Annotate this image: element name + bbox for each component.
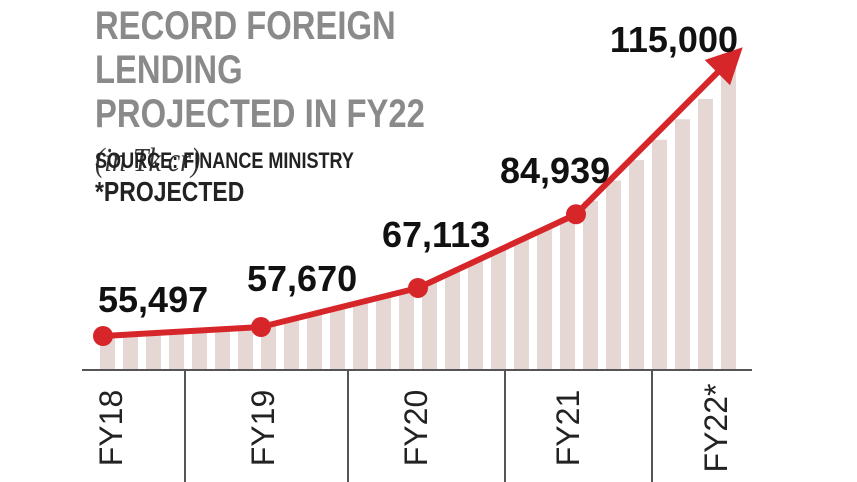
background-stripe bbox=[123, 334, 138, 370]
background-stripe bbox=[491, 250, 506, 370]
series-line-group bbox=[93, 47, 743, 346]
source-note: SOURCE: FINANCE MINISTRY bbox=[95, 148, 354, 173]
background-stripe bbox=[445, 271, 460, 370]
background-stripe bbox=[192, 330, 207, 370]
background-stripe bbox=[146, 333, 161, 370]
background-stripe bbox=[215, 329, 230, 370]
background-stripe bbox=[376, 296, 391, 370]
background-stripe bbox=[307, 313, 322, 370]
background-stripe bbox=[238, 327, 253, 370]
background-stripe bbox=[353, 302, 368, 370]
data-label: 55,497 bbox=[98, 279, 208, 320]
data-point bbox=[251, 317, 271, 338]
chart-title-main: RECORD FOREIGN LENDING PROJECTED IN FY22 bbox=[95, 4, 425, 136]
x-tick-label: FY18 bbox=[93, 390, 129, 466]
x-tick-label: FY19 bbox=[245, 390, 281, 466]
background-stripe bbox=[514, 239, 529, 370]
x-axis: FY18 FY19 FY20 FY21 FY22* bbox=[82, 369, 752, 482]
background-stripe bbox=[422, 282, 437, 370]
x-tick-label: FY20 bbox=[398, 390, 434, 466]
background-stripe bbox=[675, 119, 690, 370]
background-stripe bbox=[330, 307, 345, 370]
background-stripe bbox=[721, 55, 736, 370]
series-arrow bbox=[573, 47, 743, 217]
background-stripe bbox=[698, 98, 713, 371]
background-stripe bbox=[169, 331, 184, 370]
background-stripes bbox=[100, 55, 736, 371]
background-stripe bbox=[606, 180, 621, 370]
background-stripe bbox=[284, 319, 299, 370]
chart-title-unit: (in Tk cr) bbox=[95, 142, 201, 179]
data-label: 67,113 bbox=[382, 214, 490, 255]
data-point bbox=[566, 204, 586, 225]
background-stripe bbox=[560, 218, 575, 370]
x-tick-label: FY22* bbox=[698, 384, 734, 473]
right-margin bbox=[752, 0, 857, 482]
series-line bbox=[102, 211, 578, 339]
background-stripe bbox=[537, 228, 552, 370]
data-label: 57,670 bbox=[247, 258, 357, 299]
background-stripe bbox=[652, 139, 667, 370]
background-stripe bbox=[399, 290, 414, 370]
left-margin bbox=[0, 0, 82, 482]
projected-note: *PROJECTED bbox=[95, 176, 245, 207]
data-point bbox=[93, 326, 113, 346]
x-tick-label: FY21 bbox=[550, 390, 586, 466]
background-stripe bbox=[468, 260, 483, 370]
data-point bbox=[408, 277, 428, 298]
chart-title: RECORD FOREIGN LENDING PROJECTED IN FY22… bbox=[95, 4, 439, 183]
data-label: 84,939 bbox=[500, 150, 610, 191]
data-label: 115,000 bbox=[610, 19, 738, 60]
background-stripe bbox=[583, 200, 598, 370]
background-stripe bbox=[629, 160, 644, 370]
